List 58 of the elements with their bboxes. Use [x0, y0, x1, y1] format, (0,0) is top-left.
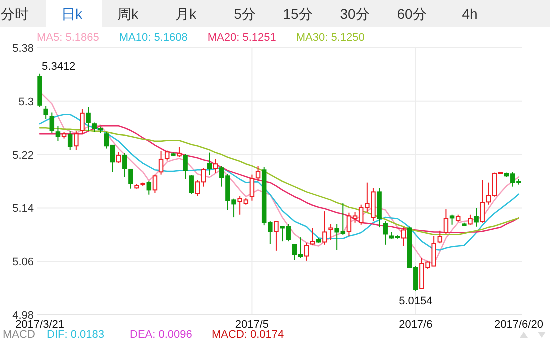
y-tick-label: 5.14: [12, 203, 34, 216]
x-tick-label: 2017/5: [235, 319, 270, 331]
y-tick-label: 5.06: [12, 256, 34, 269]
candlestick: [189, 174, 194, 195]
text: 日k: [62, 6, 84, 22]
text: 分时: [1, 6, 29, 22]
text: MA5: 5.1865: [37, 32, 100, 44]
candlestick: [444, 209, 449, 235]
y-tick-label: 5.3: [18, 96, 34, 108]
candlestick: [468, 214, 473, 226]
candlestick: [480, 180, 485, 224]
candlestick: [152, 174, 158, 194]
x-tick-label: 2017/6: [399, 319, 433, 331]
y-tick-label: 5.38: [12, 43, 34, 55]
candlestick: [68, 130, 73, 151]
candlestick: [213, 158, 218, 174]
text: DEA: 0.0096: [130, 329, 192, 341]
candlestick: [450, 214, 455, 226]
text: 60分: [397, 6, 427, 22]
candlestick: [116, 152, 122, 164]
candlestick: [383, 221, 388, 246]
candlestick: [474, 208, 479, 228]
candlestick: [322, 211, 328, 246]
text: 15分: [283, 6, 313, 22]
x-tick-label: 2017/6/20: [494, 319, 544, 331]
text: 周k: [118, 6, 140, 22]
candlestick: [274, 221, 279, 252]
text: 30分: [340, 6, 370, 22]
text: 5分: [234, 6, 256, 22]
candlestick: [328, 224, 334, 241]
text: MA10: 5.1608: [119, 32, 188, 44]
text: MA20: 5.1251: [208, 32, 276, 44]
candlestick: [310, 228, 316, 246]
text: 月k: [176, 6, 198, 22]
candlestick: [50, 112, 55, 134]
text: MA30: 5.1250: [296, 32, 365, 44]
annotation: 5.3412: [42, 60, 76, 73]
candlestick: [56, 126, 61, 142]
text: MACD: 0.0174: [212, 329, 284, 341]
x-tick-label: 2017/3/21: [16, 319, 64, 331]
candlestick: [250, 174, 255, 202]
candlestick: [146, 181, 152, 196]
text: 4h: [462, 6, 478, 22]
text: MACD: [3, 329, 36, 341]
candlestick: [177, 146, 182, 158]
candlestick: [183, 154, 188, 180]
candlestick: [256, 166, 261, 182]
candlestick: [86, 106, 91, 132]
y-tick-label: 5.22: [12, 150, 34, 162]
candlestick: [44, 106, 48, 120]
annotation: 5.0154: [399, 295, 433, 308]
candlestick: [80, 108, 85, 135]
candlestick: [438, 230, 443, 244]
candlestick: [401, 227, 406, 247]
candlestick: [207, 152, 212, 176]
text: DIF: 0.0183: [47, 329, 104, 341]
candlestick: [304, 242, 310, 262]
candlestick: [74, 130, 79, 151]
